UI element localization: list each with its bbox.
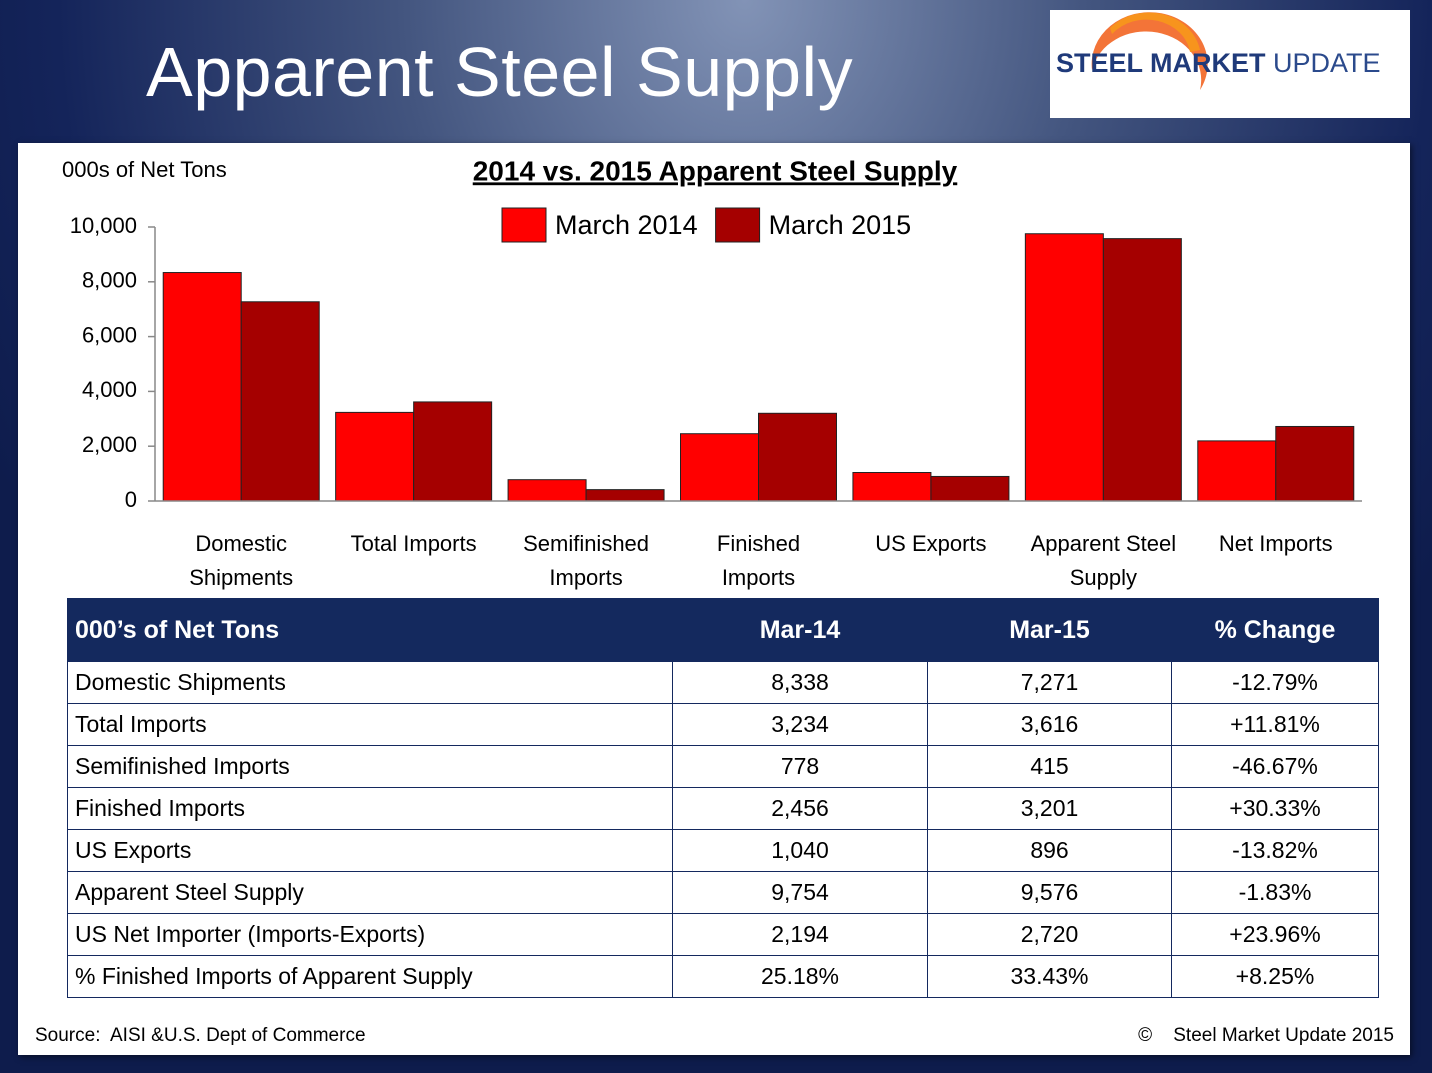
y-tick-label: 0 xyxy=(125,487,137,512)
table-cell: 778 xyxy=(672,745,928,788)
table-cell: -12.79% xyxy=(1171,661,1379,704)
header-cell: Mar-14 xyxy=(672,598,928,662)
logo-bold: STEEL MARKET xyxy=(1056,48,1266,78)
table-cell: 7,271 xyxy=(927,661,1172,704)
x-tick-label: Semifinished Imports xyxy=(523,531,650,590)
table-cell: 1,040 xyxy=(672,829,928,872)
table-cell: 33.43% xyxy=(927,955,1172,998)
bar xyxy=(1024,233,1104,502)
table-cell: +8.25% xyxy=(1171,955,1379,998)
table-cell: Domestic Shipments xyxy=(67,661,673,704)
table-row: Finished Imports 2,456 3,201 +30.33% xyxy=(67,787,1379,830)
table-cell: 3,234 xyxy=(672,703,928,746)
logo: STEEL MARKET UPDATE xyxy=(1050,10,1410,118)
table-row: Semifinished Imports 778 415 -46.67% xyxy=(67,745,1379,788)
logo-text: STEEL MARKET UPDATE xyxy=(1056,48,1381,79)
y-axis-label: 000s of Net Tons xyxy=(62,157,227,182)
table-cell: -46.67% xyxy=(1171,745,1379,788)
table-cell: 415 xyxy=(927,745,1172,788)
header-cell: % Change xyxy=(1171,598,1379,662)
y-tick-label: 4,000 xyxy=(82,377,137,402)
bar xyxy=(1197,440,1277,502)
bar xyxy=(335,411,415,502)
logo-swoosh xyxy=(1091,12,1208,90)
table-row: Total Imports 3,234 3,616 +11.81% xyxy=(67,703,1379,746)
table-cell: 2,456 xyxy=(672,787,928,830)
x-tick-label: Total Imports xyxy=(350,531,477,556)
table-row: US Net Importer (Imports-Exports) 2,194 2,… xyxy=(67,913,1379,956)
table-cell: +23.96% xyxy=(1171,913,1379,956)
table-cell: 25.18% xyxy=(672,955,928,998)
table-cell: +30.33% xyxy=(1171,787,1379,830)
source: Source: AISI &U.S. Dept of Commerce xyxy=(35,1025,366,1046)
table-cell: -1.83% xyxy=(1171,871,1379,914)
table-cell: 2,720 xyxy=(927,913,1172,956)
table-cell: 9,754 xyxy=(672,871,928,914)
header-cell: 000’s of Net Tons xyxy=(67,598,673,662)
logo-light: UPDATE xyxy=(1273,48,1381,78)
bar xyxy=(1102,238,1182,502)
bar xyxy=(930,475,1010,502)
bar xyxy=(680,433,759,502)
bar xyxy=(852,472,932,502)
table-cell: 3,201 xyxy=(927,787,1172,830)
chart-title: 2014 vs. 2015 Apparent Steel Supply xyxy=(473,155,958,186)
x-tick-label: US Exports xyxy=(875,531,987,556)
bar xyxy=(585,489,665,502)
table-cell: 8,338 xyxy=(672,661,928,704)
bar xyxy=(758,412,837,502)
y-tick-label: 10,000 xyxy=(70,213,137,238)
y-tick-label: 6,000 xyxy=(82,322,137,347)
x-tick-label: Apparent Steel Supply xyxy=(1030,531,1177,590)
copyright: © Steel Market Update 2015 xyxy=(1138,1025,1394,1046)
legend-label: March 2015 xyxy=(769,210,912,240)
table-cell: Semifinished Imports xyxy=(67,745,673,788)
header-cell: Mar-15 xyxy=(927,598,1172,662)
table-cell: US Exports xyxy=(67,829,673,872)
table-cell: 2,194 xyxy=(672,913,928,956)
table-cell: +11.81% xyxy=(1171,703,1379,746)
table-cell: Total Imports xyxy=(67,703,673,746)
legend-label: March 2014 xyxy=(555,210,698,240)
bar xyxy=(507,479,587,502)
x-tick-label: Domestic Shipments xyxy=(189,531,294,590)
table-row: US Exports 1,040 896 -13.82% xyxy=(67,829,1379,872)
bar xyxy=(240,301,320,502)
table-row: % Finished Imports of Apparent Supply 25.… xyxy=(67,955,1379,998)
x-tick-label: Net Imports xyxy=(1218,531,1333,556)
table-cell: % Finished Imports of Apparent Supply xyxy=(67,955,673,998)
table-cell: -13.82% xyxy=(1171,829,1379,872)
bar xyxy=(1275,425,1355,502)
table-cell: 896 xyxy=(927,829,1172,872)
table-row: Domestic Shipments 8,338 7,271 -12.79% xyxy=(67,661,1379,704)
table-cell: 9,576 xyxy=(927,871,1172,914)
slide-title: Apparent Steel Supply xyxy=(146,33,854,111)
table-header-row: 000’s of Net Tons Mar-14 Mar-15% Change xyxy=(67,598,1379,662)
table-cell: US Net Importer (Imports-Exports) xyxy=(67,913,673,956)
bar xyxy=(413,401,493,502)
legend-swatch xyxy=(715,207,761,243)
table-row: Apparent Steel Supply 9,754 9,576 -1.83% xyxy=(67,871,1379,914)
y-tick-label: 8,000 xyxy=(82,268,137,293)
y-tick-label: 2,000 xyxy=(82,432,137,457)
legend-swatch xyxy=(501,207,547,243)
table-cell: 3,616 xyxy=(927,703,1172,746)
table-cell: Apparent Steel Supply xyxy=(67,871,673,914)
data-table: 000’s of Net Tons Mar-14 Mar-15% Change Dom… xyxy=(67,598,1379,998)
x-tick-label: Finished Imports xyxy=(716,531,801,590)
bar xyxy=(162,272,242,502)
table-cell: Finished Imports xyxy=(67,787,673,830)
